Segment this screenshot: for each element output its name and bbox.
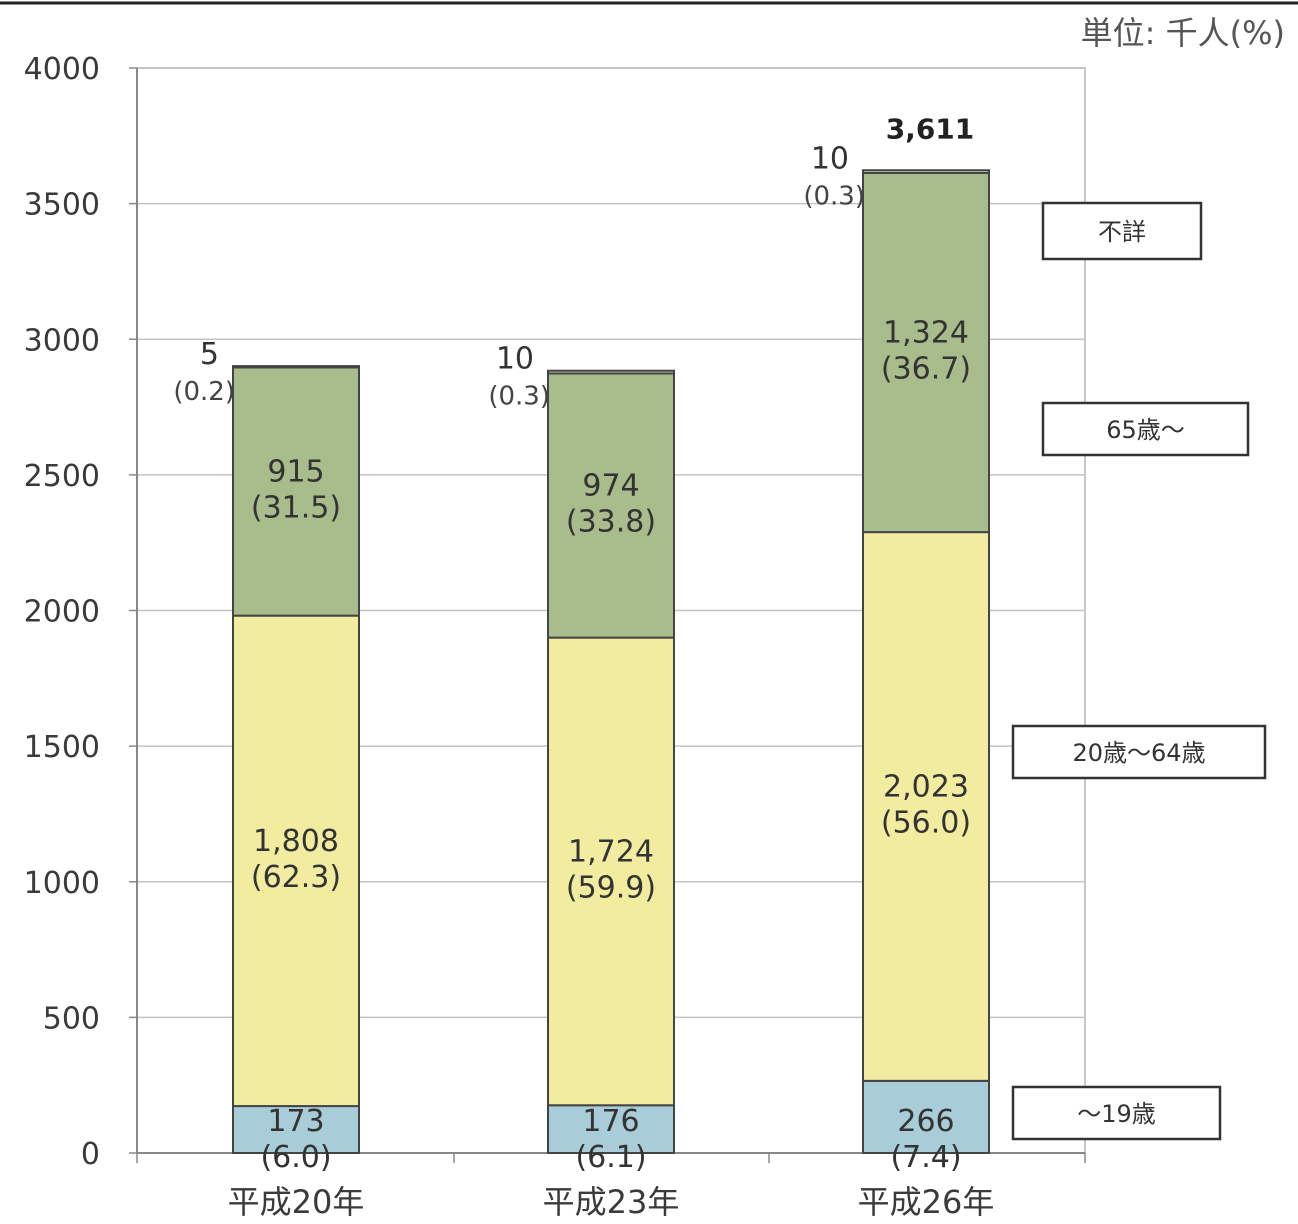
data-label-percent: (36.7) [881,352,971,387]
bar-segment [232,1105,360,1154]
bar-segment [862,1079,990,1155]
bar-segment [232,365,360,369]
x-tick-label: 平成26年 [858,1183,995,1221]
data-label-value: 915 [267,455,324,490]
legend-box [1041,201,1203,261]
y-tick-label: 1000 [24,866,100,901]
data-label-value: 974 [582,469,639,504]
data-label-percent: (6.1) [575,1140,646,1175]
data-label-value: 266 [897,1104,954,1139]
data-label-percent: (0.3) [803,181,865,211]
legend-box [1041,401,1250,457]
y-tick-label: 3500 [24,188,100,223]
data-label-percent: (31.5) [251,491,341,526]
data-label-value: 176 [582,1104,639,1139]
x-tick-label: 平成20年 [228,1183,365,1221]
y-tick-label: 2000 [24,595,100,630]
legend-box [1011,724,1267,780]
data-label-percent: (33.8) [566,505,656,540]
bar-segment [862,531,990,1082]
y-tick-label: 0 [81,1137,100,1172]
data-label-value: 5 [200,337,219,372]
data-label-percent: (56.0) [881,805,971,840]
data-label-value: 1,324 [883,316,969,351]
legend-label: ～19歳 [1077,1100,1156,1128]
data-label-percent: (6.0) [260,1140,331,1175]
bar-segment [862,169,990,174]
data-label-value: 1,724 [568,834,654,869]
data-label-value: 2,023 [883,769,969,804]
data-label-percent: (7.4) [890,1140,961,1175]
unit-label: 単位: 千人(%) [1081,14,1285,52]
y-tick-label: 3000 [24,323,100,358]
data-label-percent: (59.9) [566,870,656,905]
data-label-value: 10 [496,342,534,377]
bar-segment [547,372,675,639]
bar-segment [547,369,675,375]
bar-segment [547,636,675,1107]
data-label-value: 10 [811,141,849,176]
y-tick-label: 2500 [24,459,100,494]
data-label-percent: (62.3) [251,860,341,895]
data-label-percent: (0.2) [173,377,235,407]
legend-label: 不詳 [1098,218,1146,246]
y-tick-label: 4000 [24,52,100,87]
bar-segment [862,171,990,534]
data-label-value: 173 [267,1104,324,1139]
x-tick-label: 平成23年 [543,1183,680,1221]
legend-box [1011,1085,1222,1141]
total-label: 3,611 [886,112,975,145]
data-label-percent: (0.3) [488,382,550,412]
y-tick-label: 500 [43,1001,100,1036]
y-tick-label: 1500 [24,730,100,765]
legend-label: 65歳～ [1106,416,1185,444]
data-label-value: 1,808 [253,824,339,859]
legend-label: 20歳～64歳 [1072,739,1205,767]
